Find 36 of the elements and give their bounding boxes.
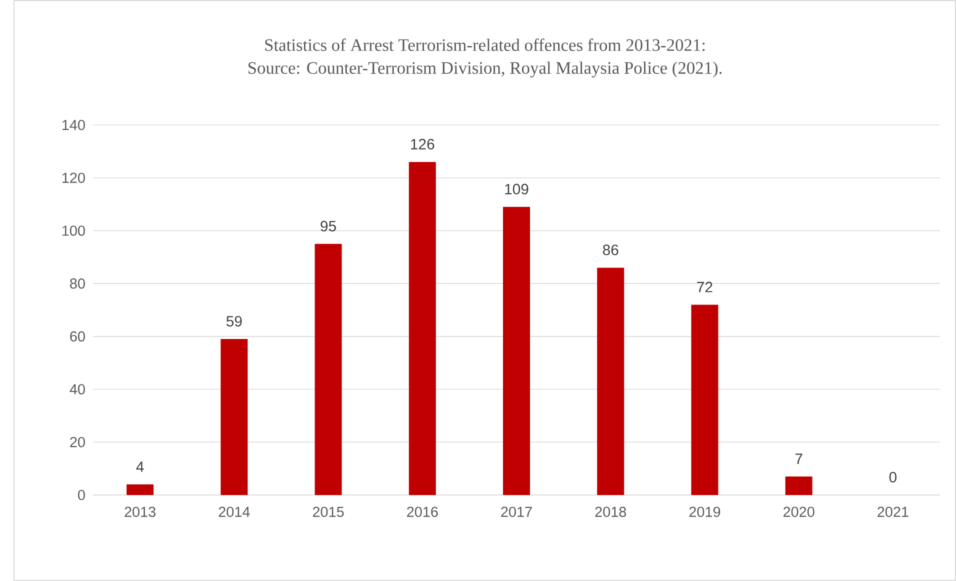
data-label: 109 [505,184,528,194]
bar [408,162,436,495]
data-label: 7 [795,454,802,464]
bar [503,206,530,495]
y-tick-label: 40 [70,384,85,394]
bar [220,339,248,495]
y-tick-label: 60 [70,331,85,342]
x-tick-label: 2015 [312,506,344,517]
y-tick-label: 100 [62,226,85,236]
y-tick-label: 20 [70,437,85,448]
bar [785,476,812,495]
chart-title: Statistics of Arrest Terrorism-related offences from 2013-2021: [265,38,705,52]
y-tick-label: 140 [62,120,85,130]
bar [314,244,342,495]
x-tick-label: 2014 [218,506,250,517]
x-tick-label: 2017 [501,506,532,517]
x-tick-label: 2020 [784,506,814,517]
x-tick-label: 2016 [407,506,438,517]
x-tick-label: 2019 [689,506,720,517]
data-label: 126 [411,138,434,150]
data-label: 4 [136,462,144,472]
x-tick-label: 2013 [124,506,156,517]
x-tick-label: 2021 [878,506,908,517]
bar [691,304,718,495]
data-label: 0 [889,472,897,482]
x-tick-label: 2018 [595,506,626,517]
y-tick-label: 0 [78,490,85,500]
chart-subtitle: Source: Counter-Terrorism Division, Royal Malaysia Police (2021). [248,62,722,78]
bar [597,268,624,495]
data-label: 59 [226,316,242,327]
data-label: 86 [602,244,618,256]
data-label: 72 [697,282,712,292]
y-tick-label: 80 [70,278,85,289]
bar [126,484,154,495]
data-label: 95 [320,220,336,232]
y-tick-label: 120 [62,172,85,183]
